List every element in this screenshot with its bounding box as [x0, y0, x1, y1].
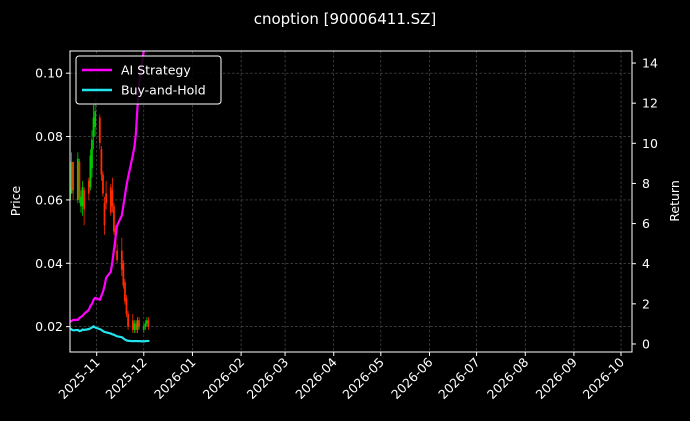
candle-body — [124, 282, 126, 302]
series-line-ai-strategy — [70, 51, 145, 323]
candle-body — [147, 320, 150, 327]
candle-body — [105, 193, 108, 204]
candle-body — [103, 203, 106, 226]
y-right-tick-label: 14 — [642, 56, 658, 71]
candle-body — [92, 117, 95, 137]
series-line-buy-and-hold — [70, 325, 150, 343]
legend-label-ai-strategy: AI Strategy — [121, 63, 191, 78]
y-axis-right: 0 2 4 6 8 10 12 14 — [632, 56, 658, 351]
y-axis-left: 0.02 0.04 0.06 0.08 0.10 — [35, 66, 70, 334]
candle-body — [89, 155, 92, 188]
candle-body — [72, 161, 75, 191]
candlesticks — [70, 98, 150, 333]
candle-body — [146, 320, 148, 324]
y-left-tick-label: 0.08 — [35, 129, 63, 144]
candle-body — [142, 326, 145, 330]
y-right-tick-label: 2 — [642, 296, 650, 311]
candle-body — [116, 250, 118, 261]
y-left-tick-label: 0.10 — [35, 66, 63, 81]
candle-body — [136, 320, 139, 330]
y-right-tick-label: 6 — [642, 216, 650, 231]
legend-label-buy-and-hold: Buy-and-Hold — [121, 83, 206, 98]
series-lines — [70, 51, 150, 343]
candle-body — [111, 190, 114, 207]
candle-body — [102, 174, 104, 194]
candle-body — [83, 190, 86, 210]
candle-body — [138, 320, 140, 327]
y-right-tick-label: 4 — [642, 256, 650, 271]
legend: AI Strategy Buy-and-Hold — [75, 55, 222, 105]
candle-body — [120, 250, 123, 270]
candle-body — [70, 161, 73, 194]
y-right-tick-label: 8 — [642, 176, 650, 191]
candle-body — [131, 320, 134, 330]
candle-body — [122, 263, 125, 286]
candle-body — [109, 187, 112, 213]
y-axis-right-label: Return — [667, 180, 682, 221]
y-axis-left-label: Price — [8, 185, 23, 216]
chart-title: cnoption [90006411.SZ] — [254, 10, 437, 28]
candle-body — [125, 298, 128, 314]
candle-body — [100, 149, 103, 175]
candle-body — [135, 323, 137, 330]
candle-body — [80, 196, 82, 207]
grid — [70, 51, 632, 352]
y-left-tick-label: 0.06 — [35, 192, 63, 207]
y-right-tick-label: 0 — [642, 336, 650, 351]
y-left-tick-label: 0.02 — [35, 319, 63, 334]
candle-body — [87, 180, 90, 194]
plot-frame — [69, 50, 633, 353]
candle-body — [81, 187, 84, 207]
candle-body — [94, 111, 97, 128]
candle-body — [76, 158, 79, 200]
candle-body — [91, 139, 93, 169]
candle-body — [78, 161, 81, 200]
legend-box — [75, 55, 222, 105]
y-right-tick-label: 12 — [642, 96, 658, 111]
candle-body — [144, 323, 147, 327]
candle-body — [98, 117, 101, 143]
y-left-tick-label: 0.04 — [35, 256, 63, 271]
candle-body — [133, 323, 136, 330]
candle-body — [127, 313, 129, 327]
candle-body — [113, 206, 115, 232]
y-right-tick-label: 10 — [642, 136, 658, 151]
